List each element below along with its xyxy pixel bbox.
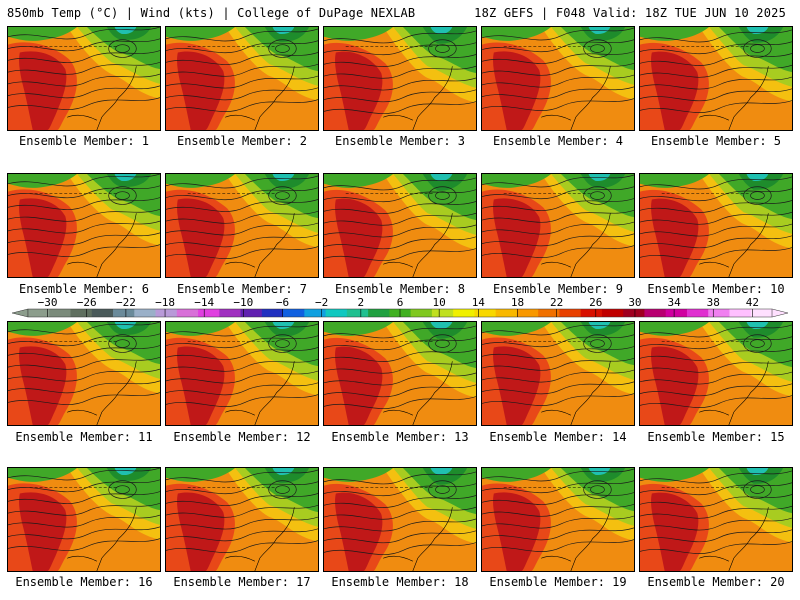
colorbar-swatch [261, 309, 284, 317]
colorbar-swatch [304, 309, 326, 317]
ensemble-member-label: Ensemble Member: 6 [18, 282, 150, 296]
ensemble-member-label: Ensemble Member: 10 [647, 282, 785, 296]
colorbar-tick-label: 38 [707, 297, 720, 309]
colorbar-tick-label: 42 [746, 297, 759, 309]
ensemble-member-label: Ensemble Member: 3 [334, 134, 466, 148]
ensemble-member-label: Ensemble Member: 7 [176, 282, 308, 296]
colorbar-swatch [686, 309, 709, 317]
ensemble-member-label: Ensemble Member: 20 [647, 575, 785, 589]
ensemble-member-label: Ensemble Member: 11 [15, 430, 153, 444]
ensemble-member-map [7, 173, 161, 278]
colorbar-swatch [325, 309, 348, 317]
ensemble-member-label: Ensemble Member: 13 [331, 430, 469, 444]
colorbar-swatch [495, 309, 518, 317]
colorbar-swatch [729, 309, 752, 317]
ensemble-member-label: Ensemble Member: 17 [173, 575, 311, 589]
colorbar-swatch [346, 309, 369, 317]
colorbar-tick-label: 2 [358, 297, 365, 309]
colorbar-swatch [516, 309, 539, 317]
colorbar-swatch [431, 309, 454, 317]
colorbar-tick-label: 6 [397, 297, 404, 309]
colorbar-tick-label: 22 [550, 297, 563, 309]
colorbar-swatch [474, 309, 497, 317]
colorbar-swatch [665, 309, 688, 317]
colorbar-tick-label: −26 [77, 297, 97, 309]
colorbar-swatch [28, 309, 50, 317]
ensemble-member-map [481, 173, 635, 278]
run-valid-time: 18Z GEFS | F048 Valid: 18Z TUE JUN 10 20… [474, 6, 786, 20]
colorbar-tick-label: −6 [276, 297, 289, 309]
colorbar-swatch [70, 309, 93, 317]
colorbar-tick-label: −10 [233, 297, 253, 309]
ensemble-member-map [481, 26, 635, 131]
ensemble-member-map [7, 467, 161, 572]
ensemble-member-map [7, 26, 161, 131]
colorbar-swatch [176, 309, 199, 317]
ensemble-member-label: Ensemble Member: 19 [489, 575, 627, 589]
colorbar-tick-label: 10 [433, 297, 446, 309]
colorbar-swatch [453, 309, 475, 317]
ensemble-member-map [639, 173, 793, 278]
ensemble-member-label: Ensemble Member: 2 [176, 134, 308, 148]
ensemble-member-map [165, 173, 319, 278]
ensemble-member-map [639, 26, 793, 131]
ensemble-member-map [165, 467, 319, 572]
ensemble-member-map [323, 467, 477, 572]
colorbar-tick-label: −18 [155, 297, 175, 309]
colorbar-swatch [538, 309, 560, 317]
ensemble-member-label: Ensemble Member: 9 [492, 282, 624, 296]
ensemble-member-label: Ensemble Member: 4 [492, 134, 624, 148]
ensemble-member-map [323, 173, 477, 278]
ensemble-member-map [323, 321, 477, 426]
ensemble-member-map [323, 26, 477, 131]
chart-title: 850mb Temp (°C) | Wind (kts) | College o… [7, 6, 416, 20]
colorbar-swatch [283, 309, 305, 317]
colorbar-swatch [155, 309, 178, 317]
ensemble-member-map [7, 321, 161, 426]
colorbar-swatch [134, 309, 156, 317]
colorbar-swatch [410, 309, 433, 317]
colorbar-tick-label: −14 [194, 297, 214, 309]
colorbar-tick-label: 26 [589, 297, 602, 309]
ensemble-member-map [481, 321, 635, 426]
temperature-colorbar: −30 −26 −22 −18 −14 −10 −6 −2 2 6 10 14 18 22 26 30 34 38… [10, 297, 790, 321]
ensemble-member-label: Ensemble Member: 18 [331, 575, 469, 589]
ensemble-member-label: Ensemble Member: 14 [489, 430, 627, 444]
colorbar-swatch [368, 309, 390, 317]
colorbar-swatch [644, 309, 667, 317]
ensemble-member-map [639, 321, 793, 426]
ensemble-member-map [481, 467, 635, 572]
ensemble-member-label: Ensemble Member: 8 [334, 282, 466, 296]
colorbar-swatch [623, 309, 645, 317]
colorbar-swatch [91, 309, 114, 317]
colorbar-tick-label: 30 [628, 297, 641, 309]
colorbar-tick-label: 18 [511, 297, 524, 309]
colorbar-swatch [708, 309, 730, 317]
colorbar-tick-label: 34 [667, 297, 681, 309]
colorbar-swatch [113, 309, 135, 317]
colorbar-swatch [580, 309, 603, 317]
ensemble-member-label: Ensemble Member: 12 [173, 430, 311, 444]
ensemble-member-label: Ensemble Member: 16 [15, 575, 153, 589]
colorbar-swatch [219, 309, 241, 317]
colorbar-tick-label: −2 [315, 297, 328, 309]
colorbar-tick-label: −30 [38, 297, 58, 309]
colorbar-swatch [49, 309, 71, 317]
ensemble-member-label: Ensemble Member: 15 [647, 430, 785, 444]
colorbar-swatch [198, 309, 220, 317]
colorbar-tick-label: −22 [116, 297, 136, 309]
ensemble-member-label: Ensemble Member: 1 [18, 134, 150, 148]
colorbar-tick-label: 14 [472, 297, 486, 309]
ensemble-member-map [639, 467, 793, 572]
colorbar-swatch [559, 309, 582, 317]
ensemble-member-label: Ensemble Member: 5 [650, 134, 782, 148]
ensemble-member-map [165, 321, 319, 426]
colorbar-swatch [240, 309, 263, 317]
colorbar-swatch [750, 309, 773, 317]
colorbar-swatch [601, 309, 624, 317]
ensemble-member-map [165, 26, 319, 131]
